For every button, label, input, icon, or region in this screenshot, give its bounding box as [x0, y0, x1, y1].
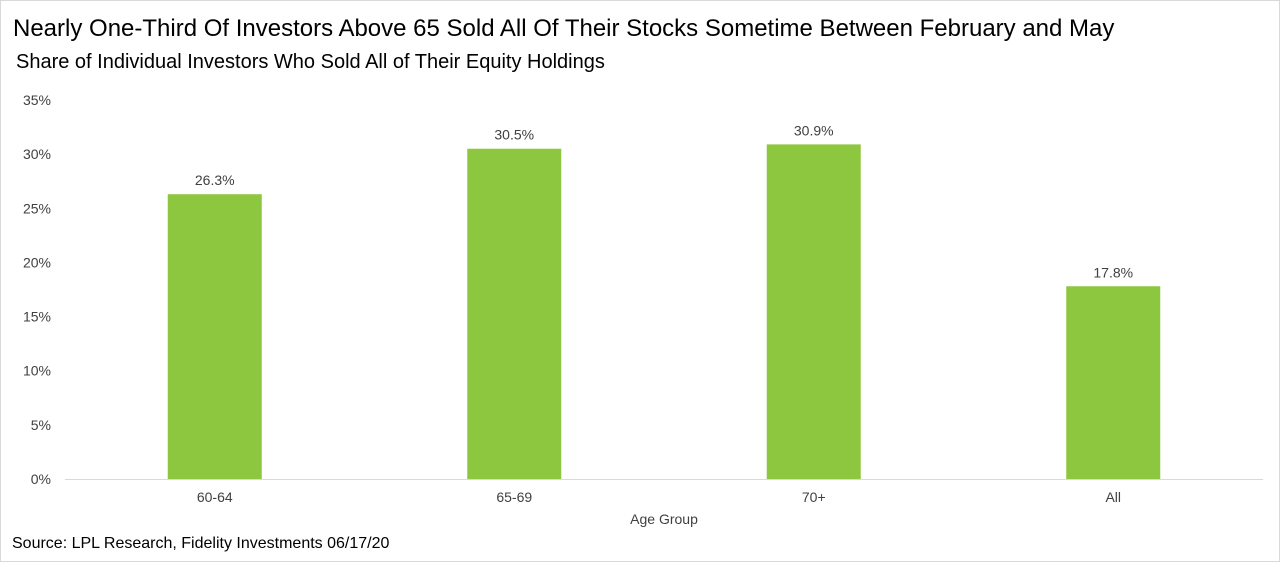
- y-tick-label: 25%: [23, 200, 51, 216]
- x-axis-title: Age Group: [630, 511, 698, 527]
- bar-60-64: [167, 194, 262, 480]
- bar-70-: [766, 144, 861, 479]
- x-tick-label: 70+: [802, 489, 826, 505]
- y-tick-label: 35%: [23, 92, 51, 108]
- y-tick-label: 0%: [31, 471, 51, 487]
- bar-value-label: 17.8%: [1093, 264, 1133, 280]
- bar-value-label: 26.3%: [195, 172, 235, 188]
- x-tick-label: All: [1105, 489, 1121, 505]
- bar-value-label: 30.5%: [494, 127, 534, 143]
- x-axis: 60-64 65-69 70+ All: [197, 489, 1121, 505]
- data-labels: 26.3% 30.5% 30.9% 17.8%: [195, 122, 1133, 280]
- bar-65-69: [467, 148, 562, 479]
- y-tick-label: 15%: [23, 309, 51, 325]
- x-tick-label: 60-64: [197, 489, 233, 505]
- bar-all: [1066, 286, 1161, 479]
- y-tick-label: 20%: [23, 254, 51, 270]
- x-tick-label: 65-69: [496, 489, 532, 505]
- y-tick-label: 10%: [23, 363, 51, 379]
- y-tick-label: 5%: [31, 417, 51, 433]
- bar-series: [167, 144, 1161, 480]
- chart-title: Nearly One-Third Of Investors Above 65 S…: [13, 15, 1115, 42]
- y-tick-label: 30%: [23, 146, 51, 162]
- source-note: Source: LPL Research, Fidelity Investmen…: [12, 535, 390, 552]
- bar-value-label: 30.9%: [794, 122, 834, 138]
- y-axis: 0% 5% 10% 15% 20% 25% 30% 35%: [23, 92, 51, 487]
- chart-subtitle: Share of Individual Investors Who Sold A…: [16, 51, 605, 73]
